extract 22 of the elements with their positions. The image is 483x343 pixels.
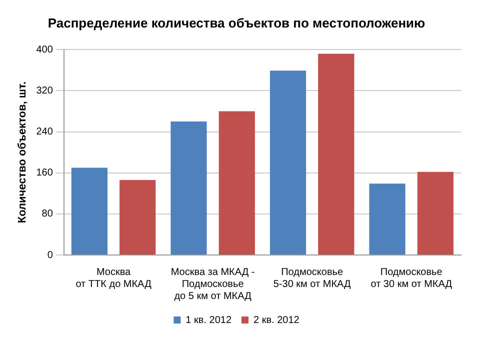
- bar: [318, 54, 354, 254]
- legend-label: 1 кв. 2012: [186, 314, 232, 326]
- y-tick-label: 320: [36, 85, 54, 96]
- y-tick-label: 240: [36, 126, 54, 138]
- y-tick-label: 400: [36, 44, 54, 56]
- bar: [71, 168, 108, 254]
- legend-label: 2 кв. 2012: [254, 314, 300, 326]
- bar: [170, 121, 207, 254]
- y-tick-label: 80: [42, 208, 54, 220]
- bar: [369, 184, 406, 254]
- x-tick-label: Москва за МКАД - Подмосковье до 5 км от МКАД: [170, 266, 255, 302]
- bar: [270, 70, 306, 254]
- bar: [218, 111, 255, 254]
- chart-title: Распределение количества объектов по местоположению: [48, 15, 426, 30]
- bar: [417, 172, 454, 254]
- x-tick-label: Москва от ТТК до МКАД: [76, 266, 152, 290]
- y-axis-title: Количество объектов, шт.: [16, 81, 29, 224]
- x-tick-label: Подмосковье от 30 км от МКАД: [370, 266, 452, 290]
- y-tick-label: 0: [47, 250, 54, 261]
- x-tick-label: Подмосковье 5-30 км от МКАД: [273, 266, 352, 290]
- bar: [120, 180, 156, 254]
- y-tick-label: 160: [36, 168, 54, 179]
